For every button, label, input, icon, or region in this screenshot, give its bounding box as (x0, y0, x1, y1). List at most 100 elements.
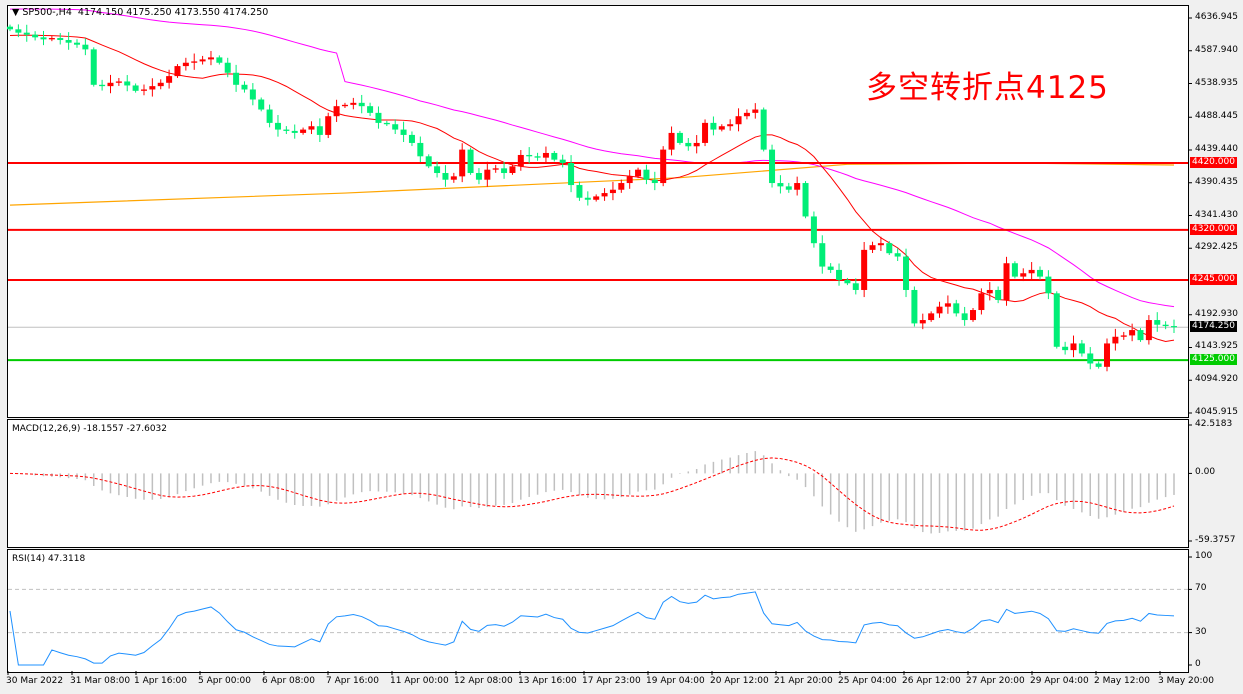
candle-bearish (57, 38, 64, 41)
rsi-tick-label: 30 (1195, 626, 1207, 637)
candle-bearish (844, 279, 851, 284)
candle-bullish (919, 320, 926, 324)
candle-bullish (308, 126, 315, 130)
candle-bearish (99, 84, 106, 87)
candle-bullish (1104, 343, 1111, 367)
candle-bullish (140, 89, 147, 91)
candle-bullish (601, 193, 608, 197)
ohlc-readout: 4174.150 4175.250 4173.550 4174.250 (77, 7, 269, 18)
rsi-line (9, 591, 1175, 666)
candle-bullish (861, 249, 868, 290)
candle-bullish (350, 102, 357, 105)
candle-bearish (802, 183, 809, 217)
candle-bearish (216, 57, 223, 63)
time-tick-label: 20 Apr 12:00 (710, 676, 769, 686)
candle-bearish (383, 122, 390, 125)
price-tick-label: 4341.430 (1195, 209, 1238, 220)
candle-bearish (274, 122, 281, 130)
candle-bullish (668, 132, 675, 150)
time-tick-label: 17 Apr 23:00 (582, 676, 641, 686)
candle-bullish (115, 81, 122, 83)
price-tick-label: 4587.940 (1195, 44, 1238, 55)
candle-bullish (1020, 273, 1027, 277)
candle-bullish (928, 313, 935, 321)
ma-fast-line (9, 34, 1175, 342)
time-tick-label: 19 Apr 04:00 (646, 676, 705, 686)
candle-bearish (1087, 353, 1094, 364)
candle-bearish (291, 130, 298, 133)
candle-bullish (207, 57, 214, 60)
candle-bullish (609, 189, 616, 194)
time-tick-label: 2 May 12:00 (1094, 676, 1150, 686)
chart-title: ▼ SP500-,H4 4174.150 4175.250 4173.550 4… (12, 7, 268, 18)
candle-bearish (961, 313, 968, 321)
time-tick-label: 29 Apr 04:00 (1030, 676, 1089, 686)
macd-signal-line (9, 457, 1175, 531)
candle-bullish (333, 106, 340, 117)
dropdown-arrow-icon[interactable]: ▼ (12, 7, 20, 18)
candle-bullish (517, 154, 524, 167)
candle-bullish (107, 82, 114, 87)
candle-bearish (886, 243, 893, 254)
candle-bearish (568, 162, 575, 186)
candle-bearish (40, 37, 47, 40)
candle-bearish (283, 129, 290, 131)
price-tick-label: 4292.425 (1195, 242, 1238, 253)
candle-bullish (48, 38, 55, 40)
candle-bearish (224, 62, 231, 73)
candle-bearish (894, 253, 901, 257)
candle-bearish (526, 154, 533, 157)
macd-panel[interactable] (7, 419, 1189, 548)
candle-bullish (1070, 343, 1077, 351)
candle-bearish (643, 169, 650, 180)
candle-bearish (1011, 263, 1018, 277)
candle-bearish (836, 269, 843, 280)
candle-bullish (877, 243, 884, 246)
time-tick-label: 11 Apr 00:00 (390, 676, 449, 686)
rsi-panel[interactable] (7, 549, 1189, 673)
candle-bearish (1078, 343, 1085, 354)
level-tag: 4245.000 (1190, 273, 1237, 285)
candle-bearish (1053, 293, 1060, 347)
candle-bearish (852, 283, 859, 290)
candle-bullish (978, 293, 985, 311)
candle-bullish (199, 59, 206, 62)
time-tick-label: 30 Mar 2022 (6, 676, 64, 686)
candle-bearish (90, 49, 97, 85)
price-tick-label: 4538.935 (1195, 77, 1238, 88)
candle-bearish (777, 183, 784, 187)
candle-bearish (132, 85, 139, 91)
candle-bullish (618, 183, 625, 190)
candle-bullish (300, 129, 307, 133)
candle-bearish (576, 185, 583, 198)
time-tick-label: 21 Apr 20:00 (774, 676, 833, 686)
candle-bullish (752, 109, 759, 113)
candle-bearish (534, 156, 541, 158)
candle-bullish (660, 149, 667, 184)
candle-bearish (82, 44, 89, 50)
candle-bearish (827, 266, 834, 270)
candle-bearish (953, 303, 960, 314)
candle-bearish (434, 166, 441, 174)
candle-bearish (7, 26, 13, 30)
candle-bullish (727, 124, 734, 127)
macd-tick-label: 0.00 (1195, 467, 1216, 478)
candle-bearish (810, 216, 817, 244)
time-tick-label: 1 Apr 16:00 (134, 676, 187, 686)
candle-bearish (233, 72, 240, 85)
candle-bearish (1045, 276, 1052, 294)
candle-bullish (182, 62, 189, 67)
price-tick-label: 4045.915 (1195, 407, 1238, 417)
candle-bearish (358, 102, 365, 107)
candle-bullish (693, 142, 700, 147)
price-tick-label: 4636.945 (1195, 12, 1238, 22)
macd-tick-label: -59.3757 (1195, 535, 1236, 545)
annotation-text: 多空转折点4125 (866, 70, 1109, 106)
candle-bullish (509, 166, 516, 174)
candle-bearish (710, 122, 717, 130)
candle-bullish (735, 116, 742, 125)
price-panel[interactable] (7, 5, 1189, 418)
time-tick-label: 31 Mar 08:00 (70, 676, 131, 686)
